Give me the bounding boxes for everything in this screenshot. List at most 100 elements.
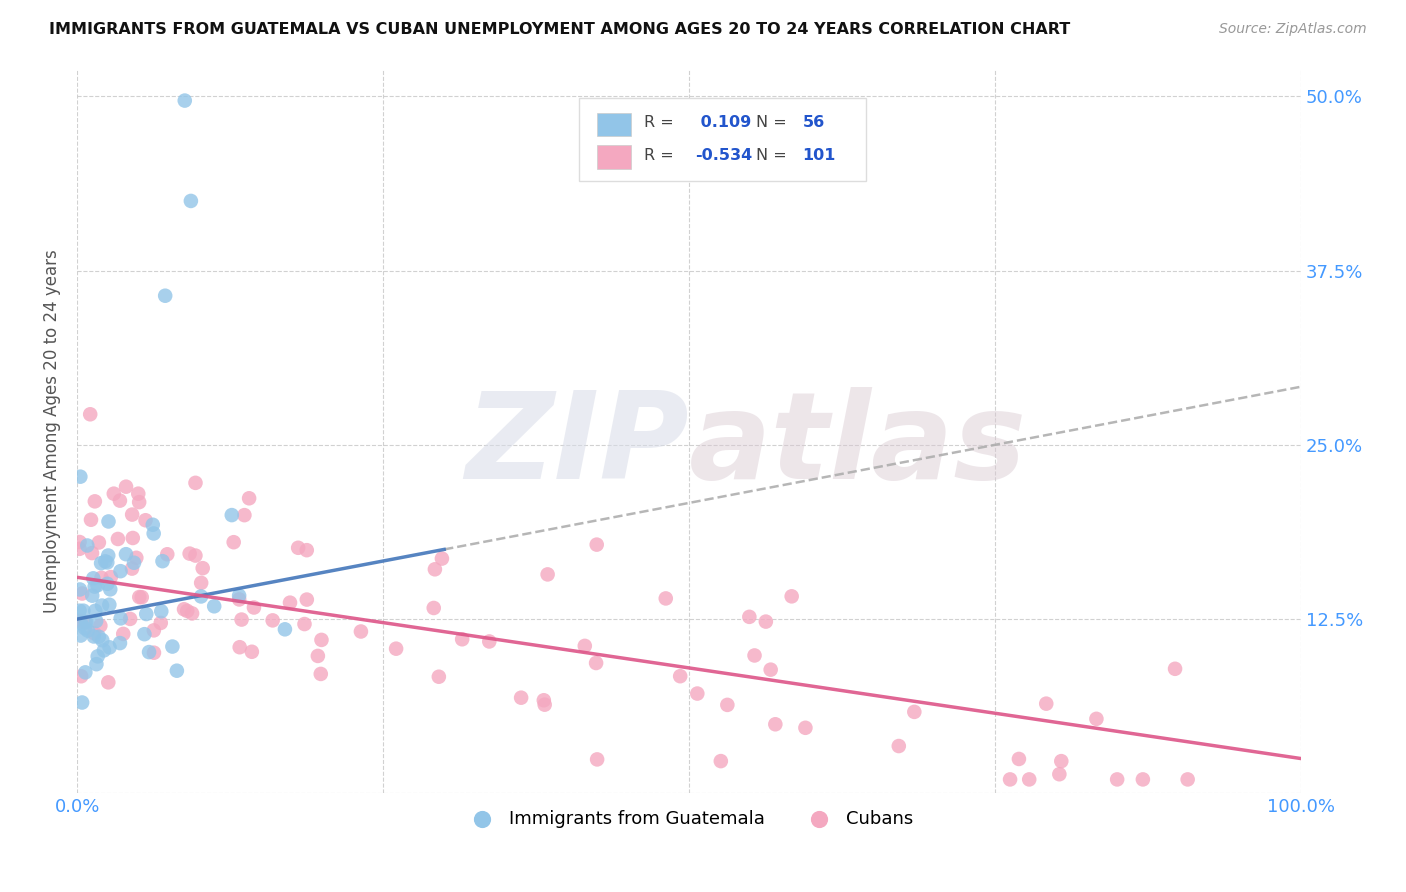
Point	[533, 693, 555, 707]
Point	[585, 538, 607, 552]
Point	[70, 669, 93, 683]
Point	[72, 604, 94, 618]
Point	[91, 599, 114, 613]
Text: 101: 101	[803, 148, 837, 163]
Text: -0.534: -0.534	[695, 148, 752, 163]
Point	[451, 632, 474, 647]
Point	[385, 641, 408, 656]
Point	[100, 570, 122, 584]
Point	[1177, 772, 1199, 787]
Point	[1008, 752, 1031, 766]
Text: 0.109: 0.109	[695, 115, 751, 130]
Point	[121, 508, 143, 522]
Point	[536, 567, 558, 582]
Text: R =: R =	[644, 115, 679, 130]
Point	[780, 590, 803, 604]
Point	[574, 639, 596, 653]
Point	[686, 687, 709, 701]
Point	[69, 629, 91, 643]
Point	[90, 556, 112, 570]
Point	[97, 515, 120, 529]
Point	[998, 772, 1021, 787]
Point	[128, 590, 150, 604]
Point	[228, 640, 250, 655]
Point	[110, 564, 132, 578]
Point	[82, 571, 104, 585]
Point	[125, 550, 148, 565]
Point	[127, 486, 149, 500]
Point	[135, 513, 157, 527]
Point	[84, 604, 107, 618]
Point	[887, 739, 910, 753]
Point	[228, 589, 250, 603]
Point	[82, 589, 104, 603]
Point	[112, 627, 135, 641]
Point	[90, 571, 112, 585]
Point	[510, 690, 533, 705]
Point	[87, 630, 110, 644]
Point	[243, 600, 266, 615]
Point	[156, 547, 179, 561]
Point	[231, 613, 253, 627]
Point	[138, 645, 160, 659]
Point	[262, 613, 284, 627]
Text: ZIP: ZIP	[465, 387, 689, 504]
Point	[69, 541, 91, 556]
Point	[173, 94, 195, 108]
Point	[122, 556, 145, 570]
Point	[422, 601, 444, 615]
Point	[1018, 772, 1040, 787]
Point	[128, 495, 150, 509]
Point	[83, 630, 105, 644]
Point	[763, 717, 786, 731]
Point	[184, 549, 207, 563]
Point	[91, 633, 114, 648]
Point	[108, 493, 131, 508]
Point	[108, 636, 131, 650]
Point	[309, 667, 332, 681]
Point	[190, 575, 212, 590]
Point	[176, 604, 198, 618]
Y-axis label: Unemployment Among Ages 20 to 24 years: Unemployment Among Ages 20 to 24 years	[44, 249, 60, 613]
Point	[738, 610, 761, 624]
Point	[70, 696, 93, 710]
Point	[80, 546, 103, 560]
Point	[73, 621, 96, 635]
Text: N =: N =	[756, 148, 792, 163]
Point	[76, 539, 98, 553]
Point	[755, 615, 778, 629]
Point	[75, 665, 97, 680]
Point	[240, 645, 263, 659]
Point	[655, 591, 678, 606]
Point	[142, 526, 165, 541]
Point	[1085, 712, 1108, 726]
Point	[478, 634, 501, 648]
Point	[115, 480, 138, 494]
Point	[87, 535, 110, 549]
Point	[93, 643, 115, 657]
Point	[150, 604, 173, 618]
Point	[533, 698, 555, 712]
Point	[120, 612, 142, 626]
Point	[222, 535, 245, 549]
Point	[121, 531, 143, 545]
Point	[184, 475, 207, 490]
Text: R =: R =	[644, 148, 679, 163]
Point	[903, 705, 925, 719]
Point	[1164, 662, 1187, 676]
FancyBboxPatch shape	[579, 97, 866, 181]
Point	[83, 626, 105, 640]
Legend: Immigrants from Guatemala, Cubans: Immigrants from Guatemala, Cubans	[457, 803, 921, 835]
Point	[179, 547, 201, 561]
Point	[97, 675, 120, 690]
Point	[83, 494, 105, 508]
Point	[162, 640, 184, 654]
Point	[1132, 772, 1154, 787]
FancyBboxPatch shape	[598, 145, 631, 169]
Point	[69, 614, 91, 628]
Point	[115, 547, 138, 561]
Point	[350, 624, 373, 639]
Point	[173, 602, 195, 616]
Point	[287, 541, 309, 555]
Point	[142, 646, 165, 660]
